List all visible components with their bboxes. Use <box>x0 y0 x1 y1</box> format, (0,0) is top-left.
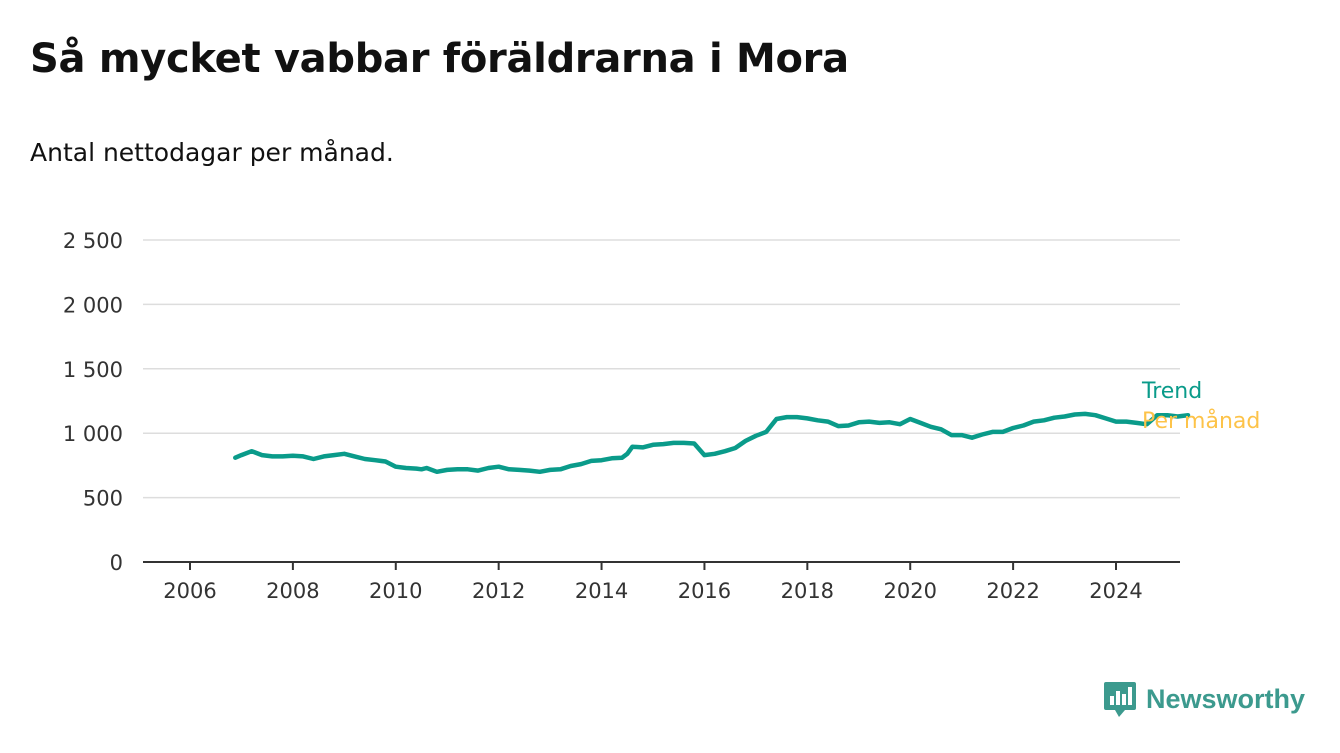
legend-label-per-manad: Per månad <box>1142 408 1260 434</box>
x-tick-label: 2010 <box>369 579 422 603</box>
x-tick-label: 2014 <box>575 579 628 603</box>
y-tick-label: 1 500 <box>63 358 123 382</box>
y-tick-label: 500 <box>83 487 123 511</box>
y-tick-label: 2 000 <box>63 293 123 317</box>
x-tick-label: 2018 <box>781 579 834 603</box>
y-tick-label: 2 500 <box>63 229 123 253</box>
x-tick-label: 2012 <box>472 579 525 603</box>
x-tick-label: 2006 <box>163 579 216 603</box>
newsworthy-logo-text: Newsworthy <box>1146 683 1306 714</box>
newsworthy-logo-icon <box>1104 682 1136 717</box>
gridlines <box>143 239 1180 563</box>
series-line-trend <box>233 411 1191 475</box>
x-tick-label: 2016 <box>678 579 731 603</box>
x-axis-ticks: 2006 2008 2010 2012 2014 2016 2018 2020 2022 2024 <box>163 562 1143 603</box>
chart-subtitle: Antal nettodagar per månad. <box>30 138 394 167</box>
chart-title: Så mycket vabbar föräldrarna i Mora <box>30 36 849 82</box>
x-tick-label: 2024 <box>1089 579 1142 603</box>
x-tick-label: 2008 <box>266 579 319 603</box>
x-tick-label: 2020 <box>883 579 936 603</box>
y-tick-label: 1 000 <box>63 422 123 446</box>
series-lines <box>233 411 1191 475</box>
legend-label-trend: Trend <box>1141 379 1202 404</box>
y-axis-ticks: 0 500 1 000 1 500 2 000 2 500 <box>63 229 123 575</box>
legend: Trend Per månad <box>1141 379 1260 434</box>
x-tick-label: 2022 <box>986 579 1039 603</box>
newsworthy-logo[interactable]: Newsworthy <box>1103 680 1305 718</box>
y-tick-label: 0 <box>110 551 123 575</box>
